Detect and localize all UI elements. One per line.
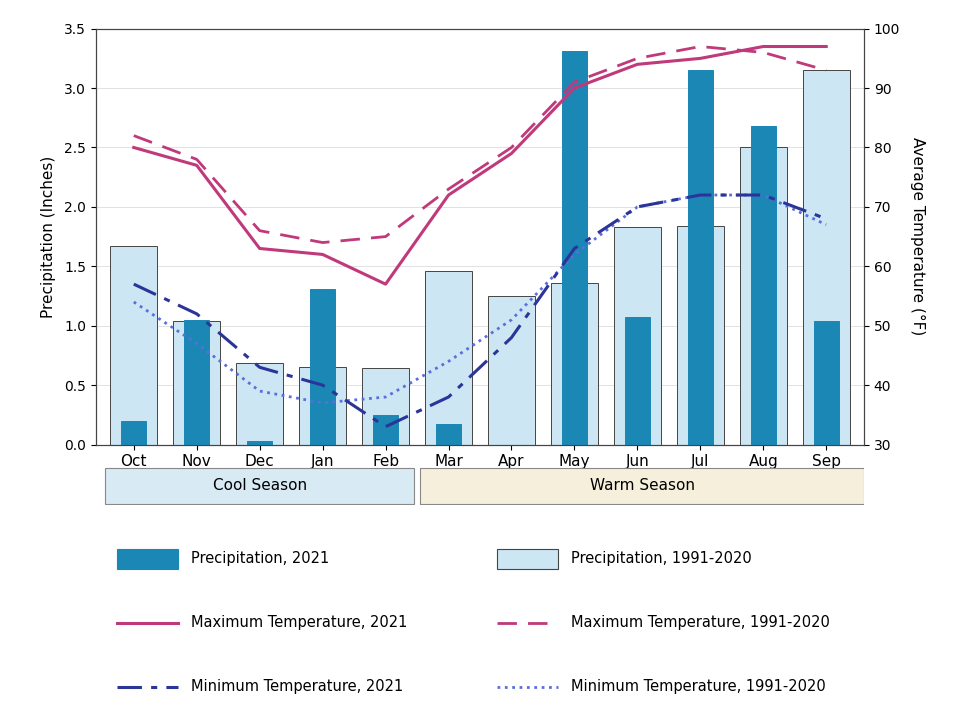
Bar bbox=[236, 363, 283, 445]
Bar bbox=[803, 70, 850, 445]
Bar bbox=[687, 70, 713, 445]
Text: Warm Season: Warm Season bbox=[589, 478, 695, 493]
Bar bbox=[677, 226, 724, 445]
Bar bbox=[562, 51, 587, 445]
Bar bbox=[751, 126, 776, 445]
Bar bbox=[362, 369, 409, 445]
Text: Minimum Temperature, 2021: Minimum Temperature, 2021 bbox=[191, 679, 403, 694]
Bar bbox=[299, 367, 347, 445]
Bar bbox=[110, 246, 157, 445]
Text: Precipitation, 1991-2020: Precipitation, 1991-2020 bbox=[570, 551, 752, 566]
Y-axis label: Average Temperature (°F): Average Temperature (°F) bbox=[910, 138, 925, 336]
Text: Cool Season: Cool Season bbox=[212, 478, 307, 493]
FancyBboxPatch shape bbox=[106, 468, 414, 503]
FancyBboxPatch shape bbox=[117, 549, 178, 569]
FancyBboxPatch shape bbox=[420, 468, 864, 503]
Bar bbox=[425, 271, 472, 445]
Y-axis label: Precipitation (Inches): Precipitation (Inches) bbox=[41, 156, 56, 318]
Text: Minimum Temperature, 1991-2020: Minimum Temperature, 1991-2020 bbox=[570, 679, 826, 694]
Text: Precipitation, 2021: Precipitation, 2021 bbox=[191, 551, 329, 566]
Bar bbox=[613, 227, 661, 445]
Bar bbox=[247, 441, 273, 445]
Bar bbox=[310, 289, 335, 445]
Bar bbox=[814, 321, 839, 445]
Bar bbox=[488, 296, 535, 445]
Text: Maximum Temperature, 1991-2020: Maximum Temperature, 1991-2020 bbox=[570, 615, 829, 630]
Bar bbox=[173, 321, 221, 445]
Bar bbox=[184, 320, 209, 445]
Bar bbox=[121, 421, 146, 445]
Bar bbox=[739, 148, 787, 445]
X-axis label: Month: Month bbox=[454, 478, 506, 495]
FancyBboxPatch shape bbox=[497, 549, 558, 569]
Bar bbox=[625, 318, 650, 445]
Text: Maximum Temperature, 2021: Maximum Temperature, 2021 bbox=[191, 615, 407, 630]
Bar bbox=[551, 283, 598, 445]
Bar bbox=[436, 424, 461, 445]
Bar bbox=[373, 415, 398, 445]
